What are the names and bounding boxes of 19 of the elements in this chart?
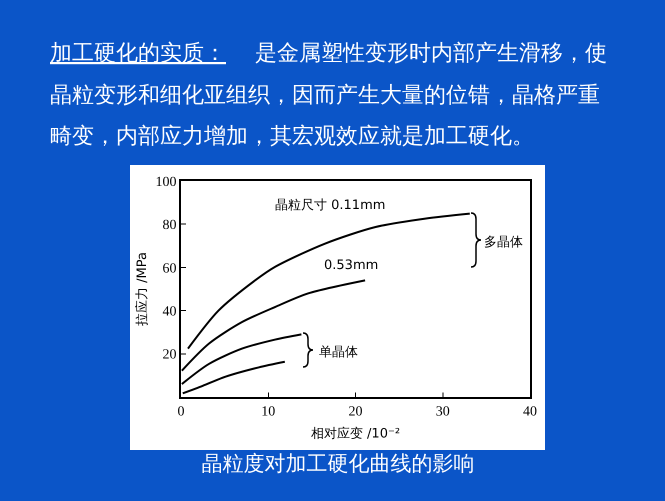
- line-series: [182, 360, 286, 394]
- annotation: 0.53mm: [324, 258, 378, 273]
- y-tick-label: 20: [162, 348, 176, 363]
- text: 晶粒度对加工硬化曲线的影响: [202, 451, 474, 476]
- y-tick-label: 80: [162, 218, 176, 234]
- y-tick-label: 60: [162, 261, 176, 276]
- x-tick-label: 30: [436, 404, 450, 420]
- chart-subtitle: 加工硬化的实质：: [50, 41, 226, 66]
- y-tick-label: 40: [162, 304, 176, 320]
- x-tick-label: 10: [261, 404, 276, 420]
- x-tick-label: 20: [348, 404, 362, 420]
- annotation: 单晶体: [319, 345, 358, 360]
- x-tick-label: 40: [523, 404, 537, 420]
- y-tick-label: 100: [155, 174, 176, 190]
- annotation: 晶粒尺寸 0.11mm: [275, 198, 386, 213]
- x-tick-label: 0: [178, 404, 184, 420]
- annotation: 多晶体: [484, 235, 523, 250]
- y-axis-title: 拉应力 /MPa: [134, 252, 150, 326]
- x-axis-title: 相对应变 /10⁻²: [310, 426, 400, 442]
